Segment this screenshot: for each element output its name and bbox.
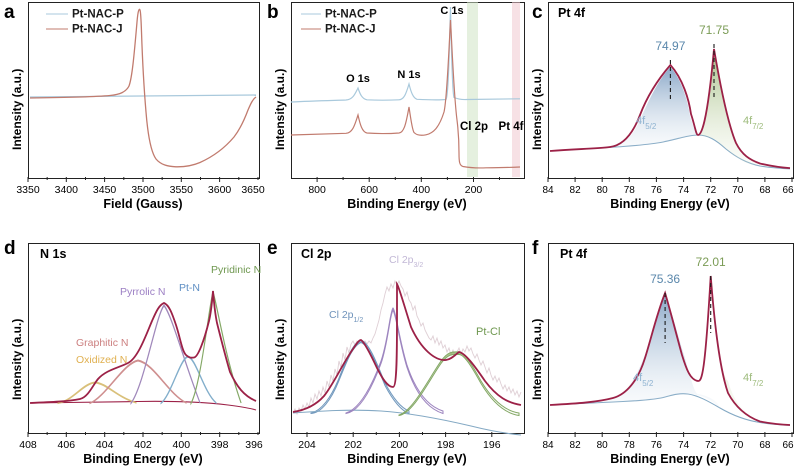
svg-text:78: 78 bbox=[624, 185, 636, 196]
svg-text:3350: 3350 bbox=[16, 184, 40, 196]
svg-text:Pt-NAC-J: Pt-NAC-J bbox=[72, 24, 122, 36]
svg-text:800: 800 bbox=[308, 184, 326, 196]
svg-text:408: 408 bbox=[19, 439, 37, 451]
svg-text:66: 66 bbox=[782, 440, 794, 451]
svg-text:Cl 2p1/2: Cl 2p1/2 bbox=[329, 309, 363, 324]
svg-text:Oxidized N: Oxidized N bbox=[76, 354, 127, 366]
svg-text:Pt-NAC-P: Pt-NAC-P bbox=[325, 9, 377, 21]
svg-text:Pt-Cl: Pt-Cl bbox=[476, 326, 500, 338]
svg-text:75.36: 75.36 bbox=[650, 272, 680, 286]
svg-text:402: 402 bbox=[134, 439, 152, 451]
svg-text:74: 74 bbox=[678, 185, 690, 196]
svg-text:84: 84 bbox=[542, 440, 554, 451]
svg-text:406: 406 bbox=[58, 439, 76, 451]
svg-text:3400: 3400 bbox=[55, 184, 79, 196]
svg-text:Graphitic N: Graphitic N bbox=[76, 337, 129, 349]
svg-text:198: 198 bbox=[437, 439, 455, 451]
svg-text:80: 80 bbox=[597, 185, 609, 196]
svg-text:68: 68 bbox=[759, 440, 771, 451]
svg-text:70: 70 bbox=[732, 440, 744, 451]
svg-text:3550: 3550 bbox=[170, 184, 194, 196]
svg-text:3500: 3500 bbox=[131, 184, 155, 196]
svg-text:Pt 4f: Pt 4f bbox=[560, 247, 588, 261]
svg-text:Pt 4f: Pt 4f bbox=[558, 6, 586, 20]
svg-text:82: 82 bbox=[570, 185, 582, 196]
svg-text:4f7/2: 4f7/2 bbox=[743, 115, 764, 131]
svg-text:74: 74 bbox=[678, 440, 690, 451]
svg-text:82: 82 bbox=[570, 440, 582, 451]
svg-text:66: 66 bbox=[782, 185, 794, 196]
svg-text:Cl 2p: Cl 2p bbox=[301, 247, 332, 261]
svg-text:O 1s: O 1s bbox=[346, 73, 370, 85]
svg-text:3650: 3650 bbox=[241, 184, 265, 196]
svg-text:70: 70 bbox=[732, 185, 744, 196]
svg-text:3450: 3450 bbox=[93, 184, 117, 196]
svg-text:3600: 3600 bbox=[208, 184, 232, 196]
svg-text:200: 200 bbox=[465, 184, 483, 196]
svg-text:204: 204 bbox=[298, 439, 316, 451]
svg-text:Pt-NAC-P: Pt-NAC-P bbox=[72, 9, 124, 21]
svg-text:398: 398 bbox=[211, 439, 229, 451]
svg-text:76: 76 bbox=[651, 185, 663, 196]
svg-text:Cl 2p3/2: Cl 2p3/2 bbox=[389, 254, 423, 269]
svg-text:Pt-NAC-J: Pt-NAC-J bbox=[325, 24, 375, 36]
svg-text:Pyrrolic N: Pyrrolic N bbox=[120, 286, 166, 298]
svg-text:196: 196 bbox=[483, 439, 501, 451]
svg-text:N 1s: N 1s bbox=[40, 247, 66, 261]
svg-text:72: 72 bbox=[705, 185, 717, 196]
svg-text:400: 400 bbox=[173, 439, 191, 451]
svg-text:Pt 4f: Pt 4f bbox=[499, 121, 524, 133]
svg-text:68: 68 bbox=[759, 185, 771, 196]
svg-text:78: 78 bbox=[624, 440, 636, 451]
svg-text:Cl 2p: Cl 2p bbox=[460, 121, 488, 133]
svg-text:200: 200 bbox=[391, 439, 409, 451]
svg-text:396: 396 bbox=[245, 439, 263, 451]
svg-text:C 1s: C 1s bbox=[440, 5, 463, 17]
svg-text:72: 72 bbox=[705, 440, 717, 451]
svg-text:4f7/2: 4f7/2 bbox=[743, 372, 764, 388]
svg-text:84: 84 bbox=[542, 185, 554, 196]
svg-text:72.01: 72.01 bbox=[696, 255, 726, 269]
svg-text:76: 76 bbox=[651, 440, 663, 451]
svg-text:600: 600 bbox=[360, 184, 378, 196]
svg-text:202: 202 bbox=[344, 439, 362, 451]
svg-text:Pt-N: Pt-N bbox=[179, 282, 200, 294]
svg-text:80: 80 bbox=[597, 440, 609, 451]
svg-text:Pyridinic N: Pyridinic N bbox=[211, 264, 261, 276]
svg-text:404: 404 bbox=[96, 439, 114, 451]
svg-text:400: 400 bbox=[413, 184, 431, 196]
svg-text:N 1s: N 1s bbox=[397, 69, 420, 81]
svg-text:74.97: 74.97 bbox=[655, 39, 685, 53]
svg-text:71.75: 71.75 bbox=[699, 23, 729, 37]
